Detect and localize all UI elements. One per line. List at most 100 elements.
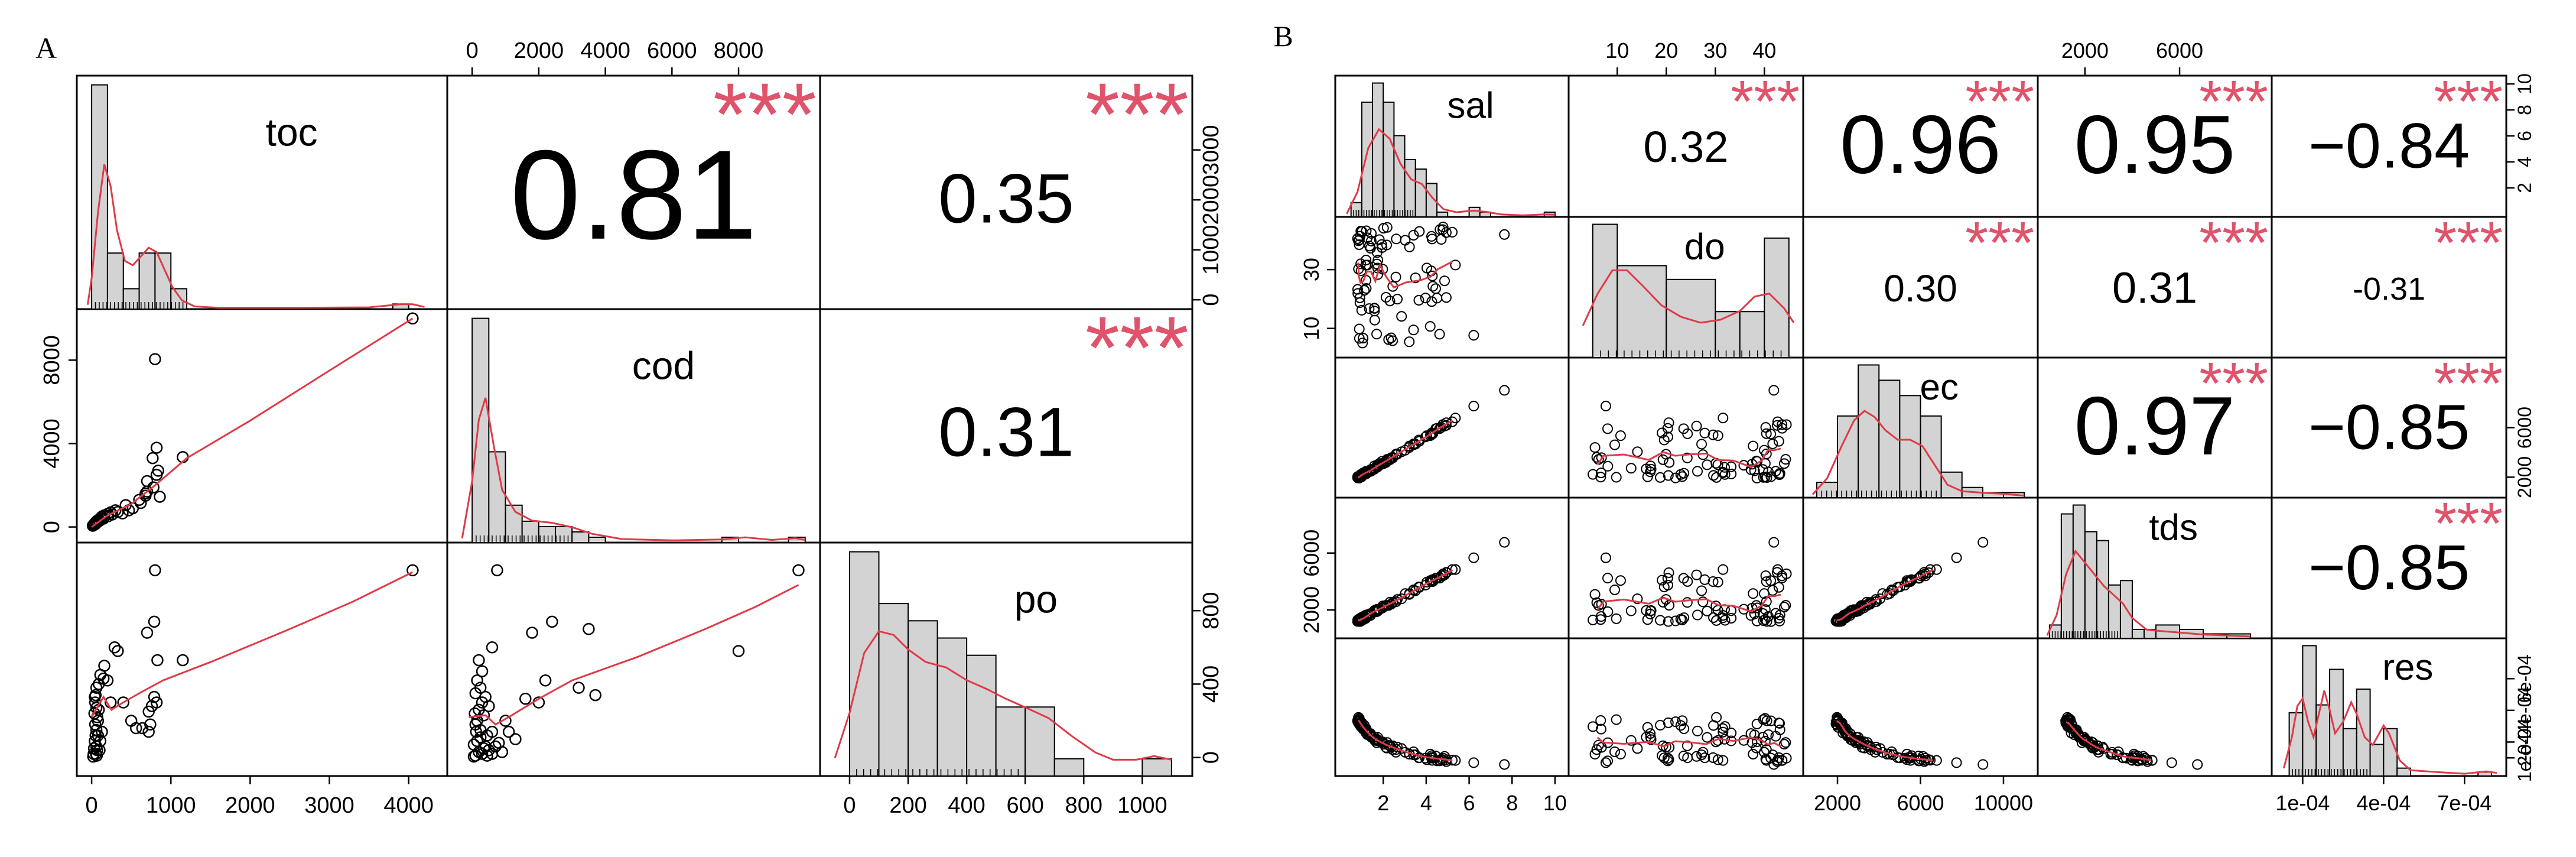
scatter-point-tds-do [1670, 615, 1681, 626]
scatter-point-tds-do [1752, 602, 1763, 613]
scatter-point-cod-po [499, 715, 512, 727]
hist-bar-tds [2072, 504, 2086, 639]
hist-bar-ec [1899, 395, 1921, 499]
scatter-point-do-sal [1468, 330, 1479, 341]
scatter-point-ec-do [1625, 463, 1637, 474]
hist-bar-sal [1414, 168, 1427, 218]
scatter-point-res-tds [2192, 759, 2203, 770]
scatter-point-res-do [1615, 748, 1626, 759]
scatter-point-tds-ec [1865, 599, 1876, 610]
scatter-point-ec-do [1664, 457, 1675, 468]
scatter-point-res-do [1600, 757, 1611, 768]
scatter-point-ec-do [1768, 385, 1780, 396]
smooth-line-cod-po [469, 584, 799, 726]
tick-label-res: 7e-04 [2437, 791, 2492, 815]
tick-label-po: 1000 [1117, 793, 1167, 818]
scatter-point-tds-sal [1404, 589, 1415, 600]
significance-stars: *** [2199, 350, 2268, 417]
scatter-point-do-sal [1357, 337, 1368, 349]
scatter-point-tds-do [1767, 585, 1778, 596]
scatter-point-res-sal [1352, 716, 1364, 728]
scatter-point-res-do [1702, 732, 1713, 743]
scatter-point-ec-do [1595, 468, 1606, 479]
scatter-point-res-sal [1360, 723, 1371, 734]
significance-stars: *** [713, 64, 817, 164]
hist-bar-res [2342, 728, 2357, 777]
scatter-point-ec-do [1699, 427, 1710, 439]
scatter-point-res-do [1770, 731, 1781, 742]
scatter-point-res-do [1663, 717, 1674, 728]
tick-label-cod: 4000 [580, 38, 630, 63]
scatter-point-do-sal [1404, 241, 1415, 252]
scatter-point-cod-po [496, 746, 509, 758]
scatter-point-res-ec [1917, 751, 1928, 762]
scatter-point-res-do [1773, 752, 1784, 763]
scatter-point-res-do [1642, 722, 1653, 733]
scatter-point-do-sal [1383, 334, 1394, 345]
scatter-point-ec-sal [1404, 442, 1415, 453]
hist-bar-po [908, 620, 938, 777]
scatter-point-do-sal [1369, 306, 1380, 317]
scatter-point-cod-po [471, 674, 483, 687]
tick-label-sal: 2 [2514, 183, 2535, 193]
scatter-point-ec-sal [1352, 472, 1364, 483]
scatter-point-res-tds [2112, 749, 2123, 761]
scatter-point-res-do [1761, 755, 1772, 766]
scatter-point-ec-do [1751, 472, 1762, 483]
scatter-point-tds-do [1692, 609, 1703, 621]
scatter-point-res-do [1751, 742, 1762, 754]
scatter-point-do-sal [1371, 258, 1383, 270]
hist-bar-ec [1940, 471, 1963, 498]
scatter-point-do-sal [1354, 239, 1365, 250]
scatter-point-ec-do [1760, 422, 1771, 433]
panel-label-A: A [35, 31, 57, 64]
tick-label-res: 2e-04 [2514, 718, 2535, 767]
scatter-point-res-do [1780, 737, 1791, 748]
scatter-point-do-sal [1352, 288, 1364, 299]
tick-label-cod: 8000 [714, 38, 764, 63]
scatter-point-toc-po [89, 718, 102, 731]
scatter-point-tds-sal [1437, 570, 1449, 582]
scatter-point-ec-do [1708, 470, 1719, 481]
scatter-point-cod-po [476, 696, 489, 709]
scatter-point-tds-do [1711, 615, 1722, 626]
tick-label-sal: 2 [1377, 791, 1389, 815]
smooth-line-do-sal [1357, 261, 1453, 289]
scatter-point-ec-sal [1450, 413, 1461, 424]
hist-bar-do [1739, 311, 1765, 358]
tick-label-res: 1e-04 [2514, 733, 2535, 782]
scatter-point-do-sal [1434, 329, 1445, 340]
correlation-value: 0.31 [938, 394, 1074, 472]
scatter-point-res-do [1662, 752, 1673, 764]
scatter-point-toc-po [142, 705, 155, 718]
scatter-point-toc-cod [141, 475, 154, 488]
scatter-point-res-ec [1830, 716, 1842, 728]
scatter-point-tds-sal [1352, 615, 1364, 626]
scatter-point-tds-do [1770, 608, 1781, 619]
scatter-point-ec-do [1677, 471, 1688, 482]
scatter-point-do-sal [1440, 227, 1452, 238]
variable-name-do: do [1684, 226, 1725, 267]
correlation-value: 0.95 [2074, 98, 2235, 191]
scatter-point-ec-do [1777, 423, 1788, 434]
scatter-point-tds-do [1632, 593, 1643, 605]
scatter-point-toc-po [96, 725, 108, 738]
panel-frame-cod-toc [76, 308, 448, 544]
scatter-point-ec-do [1767, 438, 1778, 449]
scatter-point-tds-do [1675, 613, 1686, 625]
scatter-point-toc-po [90, 681, 103, 694]
scatter-point-res-tds [2166, 757, 2177, 768]
scatter-point-do-sal [1420, 293, 1431, 304]
smooth-line-res-do [1596, 736, 1781, 748]
scatter-point-ec-do [1717, 466, 1728, 478]
scatter-point-ec-do [1774, 469, 1785, 480]
scatter-point-cod-po [583, 623, 595, 635]
hist-bar-toc [154, 252, 172, 310]
smooth-line-res-ec [1836, 720, 1933, 761]
scatter-point-res-do [1595, 715, 1606, 726]
scatter-point-toc-cod [141, 485, 154, 498]
tick-label-po: 200 [889, 793, 926, 818]
